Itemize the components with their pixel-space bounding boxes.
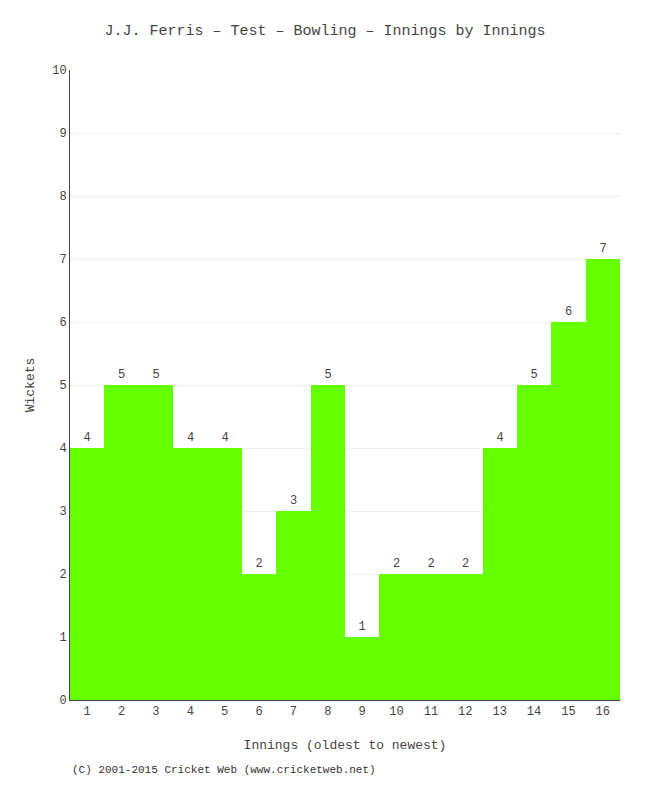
svg-text:2: 2 [462, 557, 469, 571]
svg-text:5: 5 [530, 368, 537, 382]
svg-text:16: 16 [596, 705, 610, 719]
svg-text:2: 2 [118, 705, 125, 719]
svg-text:4: 4 [59, 442, 66, 456]
svg-text:3: 3 [152, 705, 159, 719]
svg-text:7: 7 [290, 705, 297, 719]
svg-text:10: 10 [52, 64, 66, 78]
svg-text:3: 3 [290, 494, 297, 508]
svg-text:8: 8 [324, 705, 331, 719]
svg-text:2: 2 [393, 557, 400, 571]
svg-text:11: 11 [424, 705, 438, 719]
svg-text:5: 5 [59, 379, 66, 393]
svg-text:5: 5 [118, 368, 125, 382]
svg-text:9: 9 [59, 127, 66, 141]
svg-text:4: 4 [83, 431, 90, 445]
svg-text:2: 2 [427, 557, 434, 571]
svg-text:7: 7 [599, 242, 606, 256]
svg-text:6: 6 [59, 316, 66, 330]
svg-text:12: 12 [458, 705, 472, 719]
svg-text:4: 4 [187, 431, 194, 445]
svg-text:2: 2 [59, 568, 66, 582]
svg-text:2: 2 [255, 557, 262, 571]
svg-text:5: 5 [221, 705, 228, 719]
svg-text:6: 6 [255, 705, 262, 719]
svg-text:1: 1 [84, 705, 91, 719]
svg-text:1: 1 [358, 620, 365, 634]
svg-text:5: 5 [152, 368, 159, 382]
svg-text:1: 1 [59, 631, 66, 645]
svg-text:7: 7 [59, 253, 66, 267]
svg-text:J.J. Ferris – Test – Bowling –: J.J. Ferris – Test – Bowling – Innings b… [104, 23, 545, 40]
svg-text:3: 3 [59, 505, 66, 519]
svg-text:8: 8 [59, 190, 66, 204]
svg-text:4: 4 [187, 705, 194, 719]
svg-text:4: 4 [221, 431, 228, 445]
svg-text:0: 0 [59, 694, 66, 708]
svg-text:5: 5 [324, 368, 331, 382]
svg-text:6: 6 [565, 305, 572, 319]
svg-text:15: 15 [561, 705, 575, 719]
svg-text:9: 9 [359, 705, 366, 719]
svg-text:Wickets: Wickets [23, 358, 38, 413]
svg-text:(C) 2001-2015 Cricket Web (www: (C) 2001-2015 Cricket Web (www.cricketwe… [72, 764, 376, 776]
svg-text:13: 13 [492, 705, 506, 719]
svg-text:Innings (oldest to newest): Innings (oldest to newest) [244, 738, 447, 753]
svg-text:14: 14 [527, 705, 541, 719]
svg-text:10: 10 [389, 705, 403, 719]
svg-text:4: 4 [496, 431, 503, 445]
